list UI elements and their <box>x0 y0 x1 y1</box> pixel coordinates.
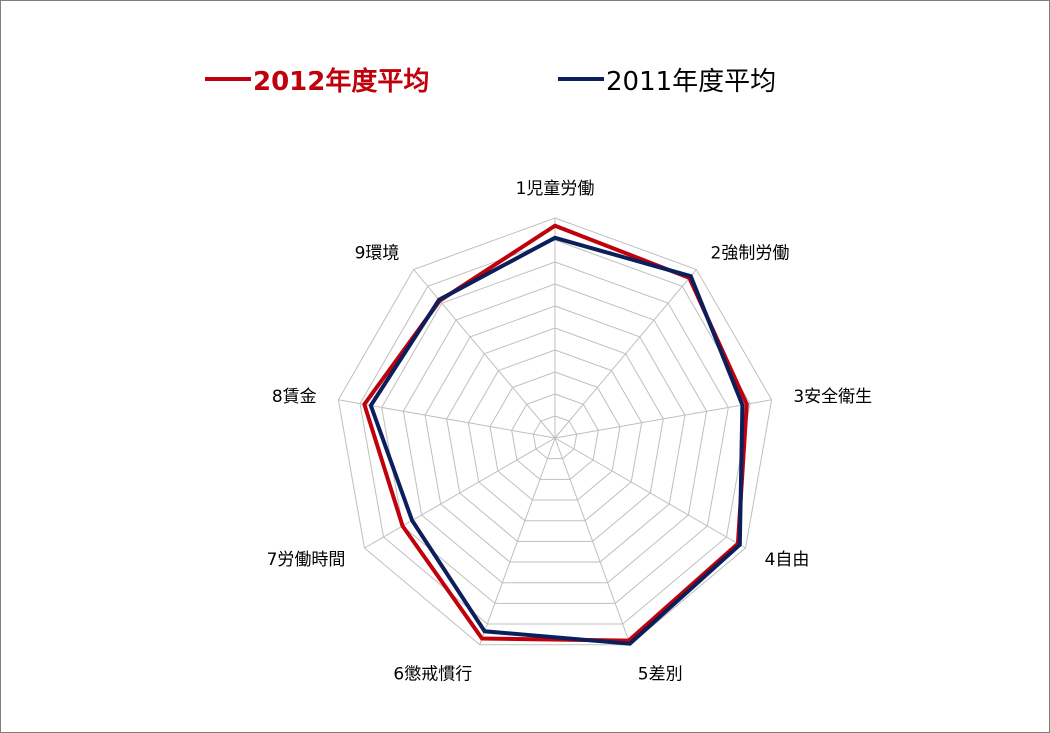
grid-ring-10 <box>337 217 773 646</box>
grid-ring-8 <box>381 261 729 604</box>
grid-spoke-8 <box>338 399 556 439</box>
grid-ring-6 <box>424 305 686 563</box>
series-line-2012 <box>362 223 749 643</box>
grid-ring-3 <box>489 371 621 501</box>
grid-spoke-3 <box>554 399 772 439</box>
legend-line-2011 <box>558 77 604 81</box>
grid-ring-9 <box>359 239 751 625</box>
axis-label-1: 1児童労働 <box>516 179 595 199</box>
axis-label-3: 3安全衛生 <box>793 387 872 407</box>
grid-ring-4 <box>467 349 643 522</box>
axis-label-8: 8賃金 <box>272 387 317 407</box>
axis-label-5: 5差別 <box>638 664 683 684</box>
grid-spoke-2 <box>554 269 697 439</box>
axis-label-6: 6懲戒慣行 <box>393 664 472 684</box>
grid-spoke-6 <box>479 437 556 645</box>
axis-label-2: 2強制労働 <box>711 244 790 264</box>
grid-ring-7 <box>402 283 708 584</box>
radar-grid <box>337 217 773 646</box>
series-line-2011 <box>368 235 745 646</box>
axis-label-9: 9環境 <box>355 244 400 264</box>
grid-spoke-4 <box>554 437 746 549</box>
legend-line-2012 <box>205 77 251 81</box>
legend-label-2011: 2011年度平均 <box>606 66 777 97</box>
legend-item-2012: 2012年度平均 <box>205 59 429 99</box>
grid-ring-1 <box>532 415 578 460</box>
legend-label-2012: 2012年度平均 <box>253 66 430 97</box>
grid-ring-2 <box>511 393 599 480</box>
grid-spoke-5 <box>554 437 631 645</box>
radar-series <box>362 223 749 646</box>
legend-item-2011: 2011年度平均 <box>558 59 776 99</box>
grid-spoke-9 <box>413 269 556 439</box>
grid-ring-5 <box>446 327 664 542</box>
axis-label-4: 4自由 <box>765 550 810 570</box>
grid-spoke-7 <box>364 437 556 549</box>
axis-labels: 1児童労働 2強制労働 3安全衛生 4自由 5差別 6懲戒慣行 7労働時間 8賃金 9環境 <box>267 179 873 684</box>
axis-label-7: 7労働時間 <box>267 550 346 570</box>
